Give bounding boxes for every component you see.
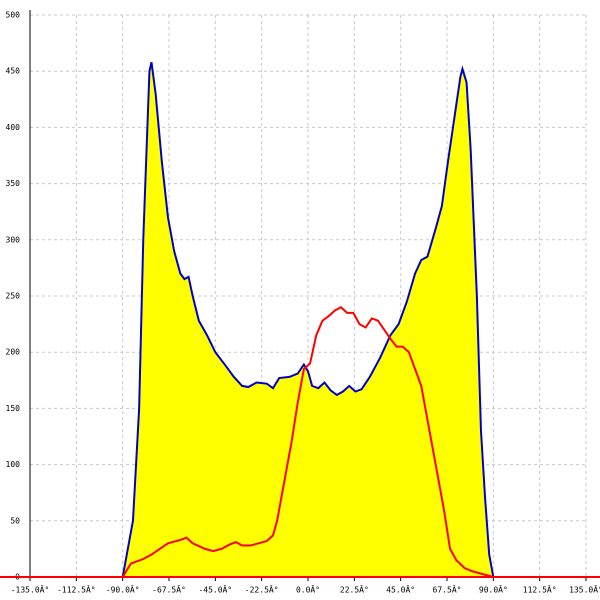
y-tick-label: 250 <box>6 292 21 301</box>
x-tick-label: -45.0Â° <box>198 584 232 595</box>
y-tick-label: 300 <box>6 235 21 244</box>
x-tick-label: 135.0Â° <box>569 584 600 595</box>
y-tick-label: 150 <box>6 404 21 413</box>
x-tick-label: 22.5Â° <box>340 584 369 595</box>
y-tick-label: 450 <box>6 67 21 76</box>
y-tick-label: 50 <box>10 516 20 525</box>
x-tick-label: 45.0Â° <box>386 584 415 595</box>
y-tick-label: 200 <box>6 348 21 357</box>
y-tick-label: 500 <box>6 11 21 20</box>
y-tick-label: 400 <box>6 123 21 132</box>
x-tick-label: -90.0Â° <box>106 584 140 595</box>
x-tick-label: -22.5Â° <box>245 584 279 595</box>
area <box>122 62 494 577</box>
x-tick-label: 0.0Â° <box>296 584 320 595</box>
line <box>121 61 495 578</box>
x-tick-label: -112.5Â° <box>57 584 96 595</box>
y-tick-label: 100 <box>6 460 21 469</box>
x-tick-label: 112.5Â° <box>523 584 557 595</box>
x-tick-label: -135.0Â° <box>11 584 50 595</box>
x-tick-label: 67.5Â° <box>433 584 462 595</box>
x-tick-label: 90.0Â° <box>479 584 508 595</box>
x-tick-label: -67.5Â° <box>152 584 186 595</box>
line <box>121 306 494 578</box>
y-tick-label: 350 <box>6 179 21 188</box>
